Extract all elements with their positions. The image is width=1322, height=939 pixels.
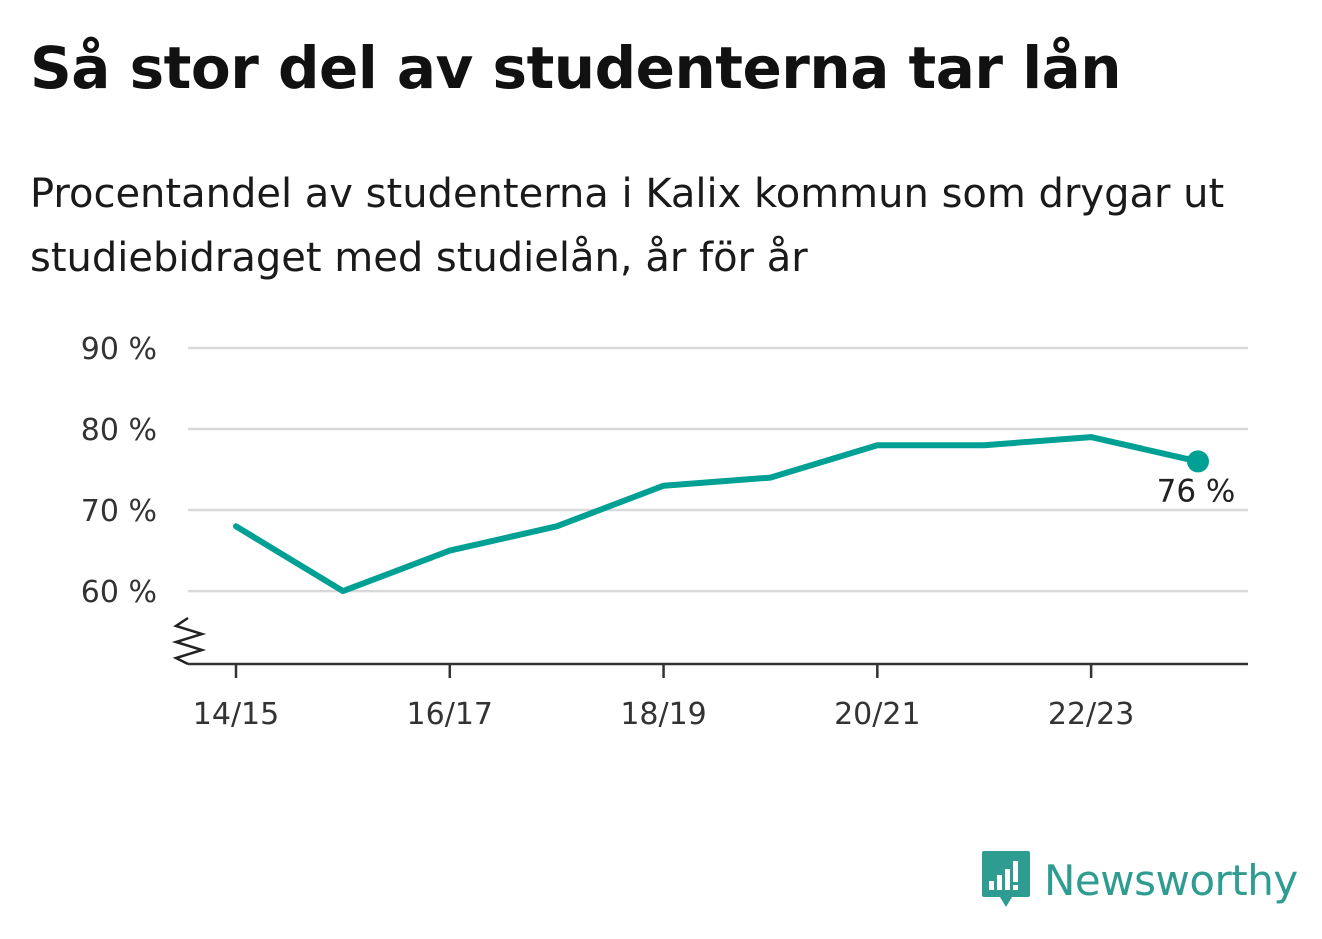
y-axis-tick-labels: 60 % 70 % 80 % 90 %	[81, 332, 157, 610]
y-tick-label: 60 %	[81, 575, 157, 610]
series-line	[233, 434, 1201, 595]
y-axis-break-icon	[171, 616, 207, 666]
bar-chart-speech-bubble-icon	[982, 851, 1030, 907]
gridlines	[188, 346, 1248, 593]
y-tick-label: 80 %	[81, 413, 157, 448]
y-tick-label: 70 %	[81, 494, 157, 529]
x-tick-label: 18/19	[620, 697, 706, 732]
y-tick-label: 90 %	[81, 332, 157, 367]
x-tick-label: 20/21	[834, 697, 920, 732]
brand-name: Newsworthy	[1044, 855, 1298, 905]
brand-logo: Newsworthy	[980, 848, 1298, 912]
last-data-point	[1187, 450, 1209, 473]
chart-title: Så stor del av studenterna tar lån	[30, 34, 1122, 102]
chart-subtitle: Procentandel av studenterna i Kalix komm…	[30, 171, 1225, 281]
last-value-label: 76 %	[1157, 473, 1236, 509]
x-tick-label: 16/17	[407, 697, 493, 732]
x-axis-ticks: 14/15 16/17 18/19 20/21 22/23	[193, 664, 1134, 732]
x-tick-label: 14/15	[193, 697, 279, 732]
x-tick-label: 22/23	[1048, 697, 1134, 732]
